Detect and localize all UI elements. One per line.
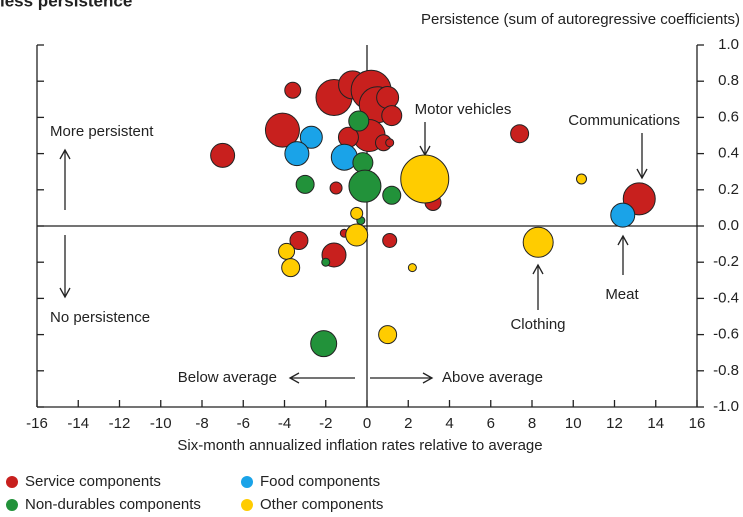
x-tick-label: -16: [26, 415, 48, 432]
bubble: [350, 206, 364, 220]
bubble: [295, 174, 315, 194]
x-tick-label: -4: [278, 415, 291, 432]
bubble: [310, 330, 338, 358]
annotation: Meat: [605, 286, 639, 303]
y-tick-label: 0.8: [718, 72, 739, 89]
y-tick-label: -0.2: [713, 253, 739, 270]
x-tick-label: 2: [404, 415, 412, 432]
x-tick-label: 10: [565, 415, 582, 432]
bubble: [407, 263, 417, 273]
x-tick-label: 8: [528, 415, 536, 432]
annotation: More persistent: [50, 123, 154, 140]
annotation: Clothing: [510, 316, 565, 333]
x-tick-label: -8: [195, 415, 208, 432]
bubble: [381, 105, 403, 127]
x-tick-label: -14: [67, 415, 89, 432]
legend-swatch: [241, 499, 253, 511]
legend-swatch: [241, 476, 253, 488]
bubble: [382, 185, 402, 205]
bubble: [299, 125, 323, 149]
bubble: [329, 181, 343, 195]
bubble: [348, 169, 382, 203]
legend-label: Service components: [25, 473, 161, 490]
annotations: More persistent No persistence Below ave…: [50, 101, 680, 386]
bubble: [210, 142, 236, 168]
bubble: [400, 154, 450, 204]
x-tick-label: -10: [150, 415, 172, 432]
bubble: [382, 232, 398, 248]
x-tick-label: 12: [606, 415, 623, 432]
y-tick-label: 0.4: [718, 145, 739, 162]
bubble: [284, 81, 302, 99]
annotation: Communications: [568, 112, 680, 129]
bubble: [278, 242, 296, 260]
bubble: [576, 173, 587, 185]
x-tick-label: -12: [109, 415, 131, 432]
bubble: [510, 124, 530, 144]
bubble: [522, 226, 554, 258]
bubble: [284, 141, 310, 167]
legend-swatch: [6, 476, 18, 488]
annotation: No persistence: [50, 309, 150, 326]
y-tick-label: 0.0: [718, 217, 739, 234]
annotation: Below average: [178, 369, 277, 386]
legend-swatch: [6, 499, 18, 511]
x-tick-label: 16: [689, 415, 706, 432]
bubbles: [210, 69, 656, 358]
bubble: [352, 152, 374, 174]
x-tick-label: 4: [445, 415, 453, 432]
y-tick-label: -0.8: [713, 362, 739, 379]
legend-label: Non-durables components: [25, 496, 201, 513]
x-tick-label: 14: [647, 415, 664, 432]
y-tick-label: 0.2: [718, 181, 739, 198]
x-tick-label: -2: [319, 415, 332, 432]
legend-label: Other components: [260, 496, 383, 513]
bubble: [348, 110, 370, 132]
legend-label: Food components: [260, 473, 380, 490]
y-tick-label: -0.4: [713, 289, 739, 306]
bubble: [385, 138, 395, 148]
y-axis-label: Persistence (sum of autoregressive coeff…: [421, 11, 740, 28]
x-tick-label: 0: [363, 415, 371, 432]
y-tick-label: 1.0: [718, 36, 739, 53]
bubble: [610, 202, 636, 228]
bubble: [289, 230, 309, 250]
bubble: [345, 223, 369, 247]
bubble: [376, 85, 400, 109]
bubble: [378, 325, 398, 345]
y-tick-label: 0.6: [718, 108, 739, 125]
chart-title: less persistence: [0, 0, 132, 10]
x-tick-label: 6: [487, 415, 495, 432]
bubble: [281, 258, 301, 278]
bubble: [264, 112, 300, 148]
annotation: Above average: [442, 369, 543, 386]
bubble: [321, 257, 331, 267]
y-tick-label: -1.0: [713, 398, 739, 415]
x-tick-label: -6: [237, 415, 250, 432]
y-tick-label: -0.6: [713, 326, 739, 343]
x-axis-label: Six-month annualized inflation rates rel…: [177, 437, 542, 454]
annotation: Motor vehicles: [415, 101, 512, 118]
